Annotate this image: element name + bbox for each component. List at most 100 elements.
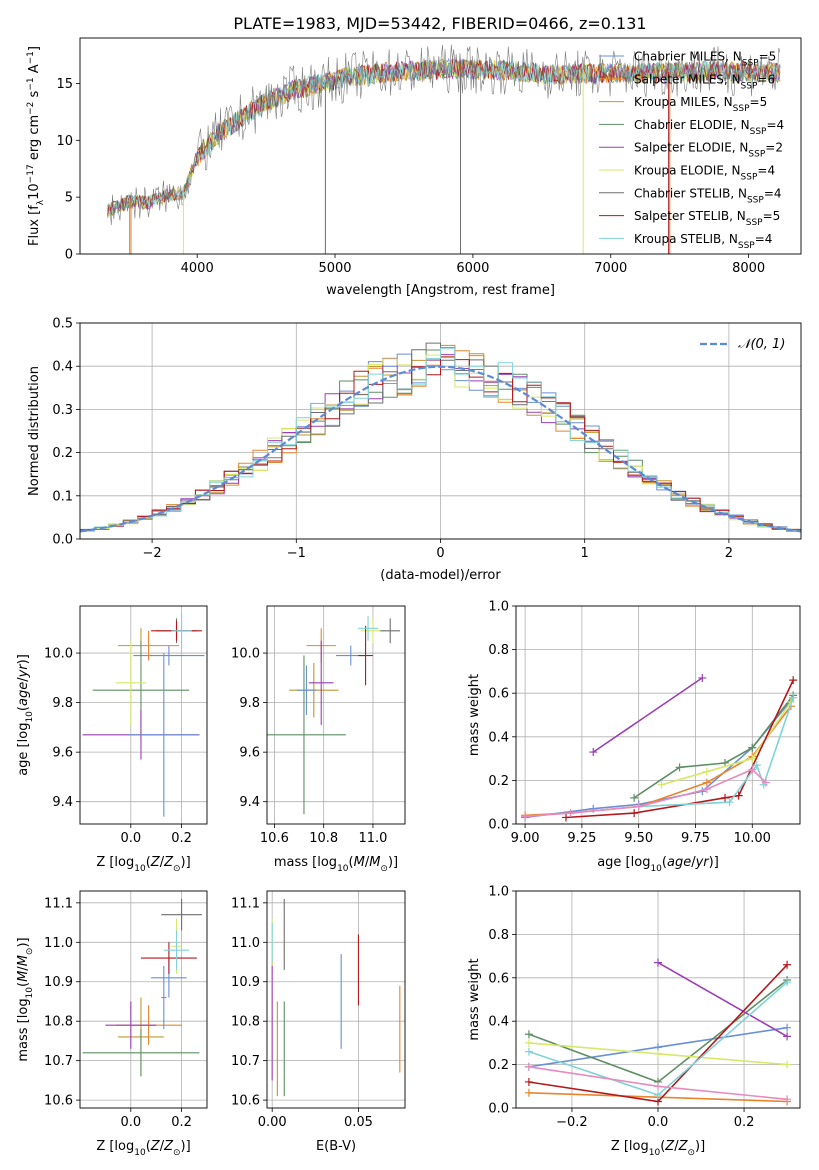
- y-tick-label: 10.6: [44, 1094, 73, 1109]
- data-marker: [654, 958, 662, 967]
- x-tick-label: 0: [436, 546, 444, 561]
- axes-frame: [79, 890, 208, 1109]
- y-axis-label: mass [log10(M/M⊙)]: [16, 937, 35, 1061]
- y-tick-label: 11.0: [231, 936, 260, 951]
- series-line: [525, 768, 767, 818]
- y-tick-label: 0.0: [488, 1102, 509, 1117]
- x-tick-label: 0.2: [171, 1115, 192, 1130]
- data-marker: [524, 1077, 533, 1086]
- x-tick-label: 5000: [318, 261, 351, 276]
- x-axis-label: Z [log10(Z/Z⊙)]: [611, 1139, 705, 1158]
- data-marker: [783, 1095, 792, 1104]
- data-marker: [761, 778, 770, 787]
- x-tick-label: 11.0: [358, 831, 387, 846]
- axes-frame: [266, 890, 406, 1109]
- y-tick-label: 9.4: [52, 795, 73, 810]
- mass-vs-reddening-panel: 0.00 0.05 10.6 10.7 10.8 10.9 11.0 11.1 E(B-V): [231, 890, 406, 1154]
- y-axis-label: age [log10(age/yr)]: [16, 654, 35, 776]
- data-marker: [654, 1090, 662, 1099]
- x-tick-label: 10.6: [260, 831, 289, 846]
- plot-area: [82, 613, 205, 817]
- data-marker: [561, 813, 570, 822]
- y-tick-label: 9.6: [52, 746, 73, 761]
- mass-weight-vs-age-panel: 9.00 9.25 9.50 9.75 10.00 0.0 0.2 0.4 0.6 0.8 1.0 a…: [467, 600, 801, 874]
- x-tick-label: 10.8: [309, 831, 338, 846]
- y-tick-label: 15: [56, 77, 73, 92]
- data-marker: [789, 676, 798, 685]
- y-tick-label: 11.1: [44, 896, 73, 911]
- legend-entry: Chabrier MILES, NSSP=5: [634, 50, 776, 69]
- y-tick-label: 0.5: [52, 317, 73, 332]
- x-tick-label: 8000: [732, 261, 765, 276]
- residual-histogram-panel: −2 −1 0 1 2 0.0 0.1 0.2 0.3 0.4 0.5 𝒩(0, 1) (data-mo…: [27, 317, 802, 583]
- y-axis-label: Flux [fλ10−17 erg cm−2 s−1 A−1]: [26, 46, 46, 246]
- data-marker: [783, 1032, 792, 1041]
- x-tick-label: 0.0: [648, 1115, 669, 1130]
- data-marker: [789, 693, 798, 702]
- data-marker: [783, 960, 792, 969]
- mass-vs-metallicity-panel: 0.0 0.2 10.6 10.7 10.8 10.9 11.0 11.1 Z [log10(Z…: [16, 890, 208, 1158]
- data-marker: [721, 793, 730, 802]
- y-tick-label: 10.0: [231, 647, 260, 662]
- x-axis-label: Z [log10(Z/Z⊙)]: [96, 1139, 190, 1158]
- legend-entry: Salpeter MILES, NSSP=6: [634, 72, 775, 91]
- normal-curve: [80, 365, 801, 533]
- y-axis-label: mass weight: [467, 674, 482, 756]
- data-marker: [524, 1047, 533, 1056]
- y-tick-label: 0.2: [488, 774, 509, 789]
- y-tick-label: 0.4: [488, 730, 509, 745]
- mass-weight-vs-metallicity-panel: −0.2 0.0 0.2 0.0 0.2 0.4 0.6 0.8 1.0 Z [log10(Z/Z…: [467, 885, 801, 1158]
- series-line: [661, 701, 792, 786]
- y-tick-label: 10.8: [44, 1015, 73, 1030]
- legend-entry: Chabrier ELODIE, NSSP=4: [634, 118, 784, 137]
- axes-frame: [79, 605, 208, 825]
- series-line: [525, 705, 792, 817]
- y-tick-label: 9.6: [239, 746, 260, 761]
- y-tick-label: 0.8: [488, 928, 509, 943]
- y-tick-label: 0.0: [52, 533, 73, 548]
- x-axis-label: Z [log10(Z/Z⊙)]: [96, 855, 190, 874]
- y-tick-label: 10.0: [44, 647, 73, 662]
- x-tick-label: 1: [581, 546, 589, 561]
- x-tick-label: −1: [287, 546, 306, 561]
- data-marker: [675, 763, 684, 772]
- data-marker: [524, 1030, 533, 1039]
- x-tick-label: 2: [725, 546, 733, 561]
- x-axis-label: mass [log10(M/M⊙)]: [274, 855, 398, 874]
- y-tick-label: 10.8: [231, 1015, 260, 1030]
- data-marker: [725, 798, 734, 807]
- y-tick-label: 0.2: [488, 1058, 509, 1073]
- y-tick-label: 0.0: [488, 818, 509, 833]
- y-tick-label: 0.4: [52, 360, 73, 375]
- legend-entry: Chabrier STELIB, NSSP=4: [634, 186, 782, 205]
- legend-entry: Salpeter ELODIE, NSSP=2: [634, 141, 783, 160]
- legend-entry: Kroupa STELIB, NSSP=4: [634, 232, 772, 251]
- y-tick-label: 11.0: [44, 936, 73, 951]
- figure-title: PLATE=1983, MJD=53442, FIBERID=0466, z=0…: [233, 14, 646, 33]
- series-line: [638, 697, 794, 808]
- y-tick-label: 0.1: [52, 489, 73, 504]
- x-tick-label: 0.0: [120, 1115, 141, 1130]
- y-tick-label: 0: [65, 248, 73, 263]
- data-marker: [783, 1060, 792, 1069]
- data-marker: [524, 1088, 533, 1097]
- x-tick-label: 9.25: [567, 831, 596, 846]
- plot-area: [82, 898, 202, 1077]
- x-tick-label: 6000: [456, 261, 489, 276]
- y-axis-label: Normed distribution: [27, 366, 42, 496]
- x-tick-label: −2: [143, 546, 162, 561]
- x-tick-label: 0.00: [258, 1115, 287, 1130]
- series-line: [592, 677, 703, 753]
- x-axis-label: (data-model)/error: [380, 568, 501, 583]
- data-marker: [702, 785, 711, 794]
- y-tick-label: 9.8: [52, 696, 73, 711]
- y-tick-label: 0.2: [52, 446, 73, 461]
- x-tick-label: 0.2: [734, 1115, 755, 1130]
- data-marker: [524, 1062, 533, 1071]
- y-tick-label: 0.3: [52, 403, 73, 418]
- x-tick-label: 0.0: [120, 831, 141, 846]
- x-tick-label: 9.75: [681, 831, 710, 846]
- y-tick-label: 10: [56, 134, 73, 149]
- x-axis-label: wavelength [Angstrom, rest frame]: [326, 283, 555, 298]
